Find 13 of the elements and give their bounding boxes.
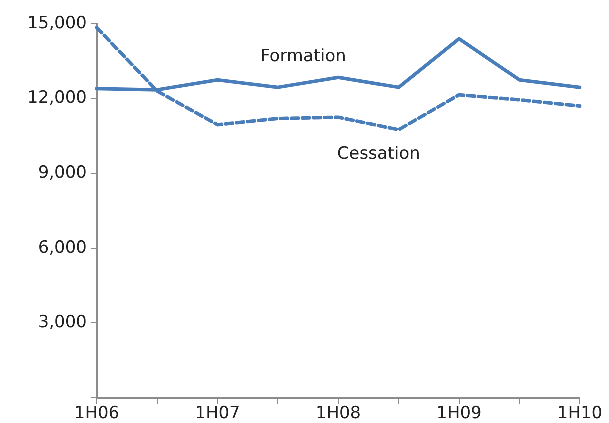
y-tick-label: 6,000	[38, 238, 87, 258]
y-tick-label: 9,000	[38, 163, 87, 184]
x-tick-label: 1H06	[74, 404, 120, 423]
y-tick-label: 15,000	[28, 13, 87, 34]
x-tick-label: 1H07	[195, 404, 240, 423]
line-series	[95, 26, 582, 132]
series-label: Formation	[260, 46, 346, 67]
x-tick-label: 1H08	[316, 404, 362, 423]
y-tick-label: 3,000	[38, 312, 87, 333]
y-tick-label: 12,000	[28, 88, 87, 108]
x-tick-label: 1H09	[436, 404, 482, 423]
x-tick-label: 1H10	[557, 404, 603, 423]
series-label: Cessation	[337, 144, 420, 164]
